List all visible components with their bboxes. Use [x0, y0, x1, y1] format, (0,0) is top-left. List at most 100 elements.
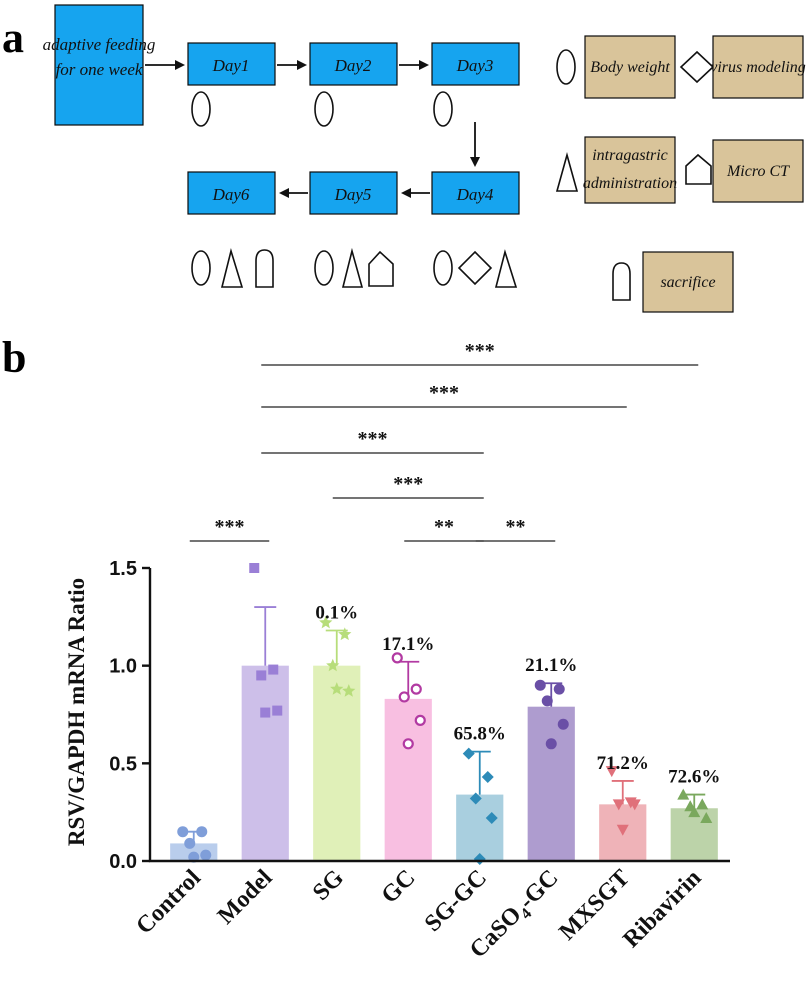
- day5-intragastric-icon: [341, 247, 364, 288]
- point-sg-gc-0: [462, 747, 475, 760]
- panel-b: b RSV/GAPDH mRNA Ratio *** ** ************…: [2, 333, 730, 964]
- legend-micro-ct-icon: [685, 153, 712, 185]
- point-control-1: [196, 826, 208, 838]
- y-tick-label-3: 1.5: [109, 558, 137, 580]
- legend-intragastric-icon: [555, 152, 579, 192]
- inhibition-label-sg-gc: 65.8%: [454, 724, 506, 745]
- inhibition-label-gc: 17.1%: [382, 634, 434, 655]
- day3-label: Day3: [456, 56, 494, 75]
- bar-caso4-gc: [527, 706, 575, 861]
- day4-box: [431, 171, 520, 215]
- point-gc-3: [414, 714, 426, 726]
- point-mxsgt-3: [628, 799, 641, 811]
- point-mxsgt-4: [616, 824, 629, 836]
- point-gc-0: [391, 652, 403, 664]
- day6-body-weight-icon: [191, 250, 211, 286]
- point-ribavirin-1: [696, 798, 709, 810]
- y-tick-label-1: 0.5: [109, 753, 137, 775]
- x-category-label-ribavirin: Ribavirin: [618, 865, 706, 953]
- point-caso4-gc-1: [553, 683, 565, 695]
- legend-intragastric-line1: intragastric: [592, 147, 668, 164]
- day5-box: [309, 171, 398, 215]
- point-gc-2: [398, 691, 410, 703]
- x-category-labels: Control Model SG GC SG-GCCaSO4-GCMXSGTRibavi…: [131, 865, 706, 964]
- panel-a: a adaptive feeding for one week Day1 Day…: [2, 4, 806, 313]
- point-ribavirin-0: [677, 788, 690, 800]
- legend-sacrifice-box: [642, 251, 734, 313]
- x-category-label-model: Model: [213, 865, 278, 930]
- adaptive-feeding-line1: adaptive feeding: [43, 35, 156, 54]
- day6-sacrifice-icon: [255, 249, 274, 288]
- legend-intragastric-line2: administration: [583, 175, 677, 192]
- legend-micro-ct-box: [712, 139, 804, 203]
- day5-label: Day5: [334, 185, 372, 204]
- point-control-3: [200, 849, 212, 861]
- day5-micro-ct-icon: [368, 250, 394, 287]
- bar-gc: [384, 698, 432, 861]
- point-sg-gc-2: [469, 792, 482, 805]
- point-model-4: [260, 707, 271, 718]
- legend-virus-modeling-icon: [679, 50, 715, 84]
- day6-box: [187, 171, 276, 215]
- adaptive-feeding-line2: for one week: [56, 60, 143, 79]
- day3-body-weight-icon: [433, 91, 453, 127]
- legend-virus-modeling-label: virus modeling: [710, 59, 806, 76]
- y-axis-title: RSV/GAPDH mRNA Ratio: [64, 578, 89, 846]
- day1-body-weight-icon: [191, 91, 211, 127]
- adaptive-feeding-box: [54, 4, 144, 126]
- point-ribavirin-4: [688, 806, 701, 818]
- point-gc-1: [410, 683, 422, 695]
- point-sg-gc-3: [485, 812, 498, 825]
- point-ribavirin-3: [700, 812, 713, 824]
- significance-label-5: ***: [429, 382, 459, 404]
- inhibition-label-mxsgt: 71.2%: [597, 753, 649, 774]
- panel-a-letter: a: [2, 13, 24, 62]
- point-model-3: [272, 705, 283, 716]
- significance-label-4: ***: [358, 428, 388, 450]
- panel-b-letter: b: [2, 333, 26, 382]
- data-point-layer: [177, 563, 713, 866]
- significance-brackets: *** ** **************: [189, 340, 699, 542]
- day1-box: [187, 42, 276, 86]
- inhibition-label-ribavirin: 72.6%: [668, 767, 720, 788]
- day2-label: Day2: [334, 56, 372, 75]
- point-sg-2: [326, 658, 340, 672]
- day4-label: Day4: [456, 185, 494, 204]
- point-mxsgt-2: [612, 799, 625, 811]
- x-category-label-sg: SG: [308, 865, 349, 906]
- point-model-1: [268, 664, 279, 675]
- day6-intragastric-icon: [220, 248, 244, 288]
- y-tick-label-0: 0.0: [109, 851, 137, 873]
- point-caso4-gc-2: [541, 695, 553, 707]
- x-category-label-sg-gc: SG-GC: [420, 865, 492, 937]
- significance-label-2: **: [506, 516, 526, 538]
- bar-sg-gc: [456, 794, 504, 861]
- point-caso4-gc-4: [545, 738, 557, 750]
- point-sg-1: [338, 627, 352, 641]
- legend-micro-ct-label: Micro CT: [726, 163, 790, 180]
- x-category-label-control: Control: [131, 865, 206, 940]
- day4-virus-modeling-icon: [457, 250, 493, 286]
- bar-model: [241, 665, 289, 861]
- legend-body-weight-box: [584, 35, 676, 99]
- bar-sg: [313, 665, 361, 861]
- legend-virus-modeling-box: [712, 35, 804, 99]
- y-tick-label-2: 1.0: [109, 656, 137, 678]
- day6-label: Day6: [212, 185, 250, 204]
- inhibition-label-caso4-gc: 21.1%: [525, 655, 577, 676]
- inhibition-label-layer: 0.1% 17.1% 65.8% 21.1% 71.2% 72.6%: [315, 603, 720, 788]
- legend-sacrifice-label: sacrifice: [660, 274, 715, 291]
- x-category-label-gc: GC: [377, 865, 421, 909]
- point-sg-0: [319, 615, 333, 629]
- day4-body-weight-icon: [433, 250, 453, 286]
- legend-body-weight-label: Body weight: [590, 59, 670, 76]
- y-ticks: 0.0 0.5 1.0 1.5: [109, 558, 150, 873]
- bar-layer: [170, 665, 718, 861]
- day5-body-weight-icon: [314, 250, 334, 286]
- legend-sacrifice-icon: [612, 262, 631, 301]
- day2-body-weight-icon: [314, 91, 334, 127]
- point-mxsgt-0: [605, 766, 618, 778]
- day2-box: [309, 42, 398, 86]
- day3-box: [431, 42, 520, 86]
